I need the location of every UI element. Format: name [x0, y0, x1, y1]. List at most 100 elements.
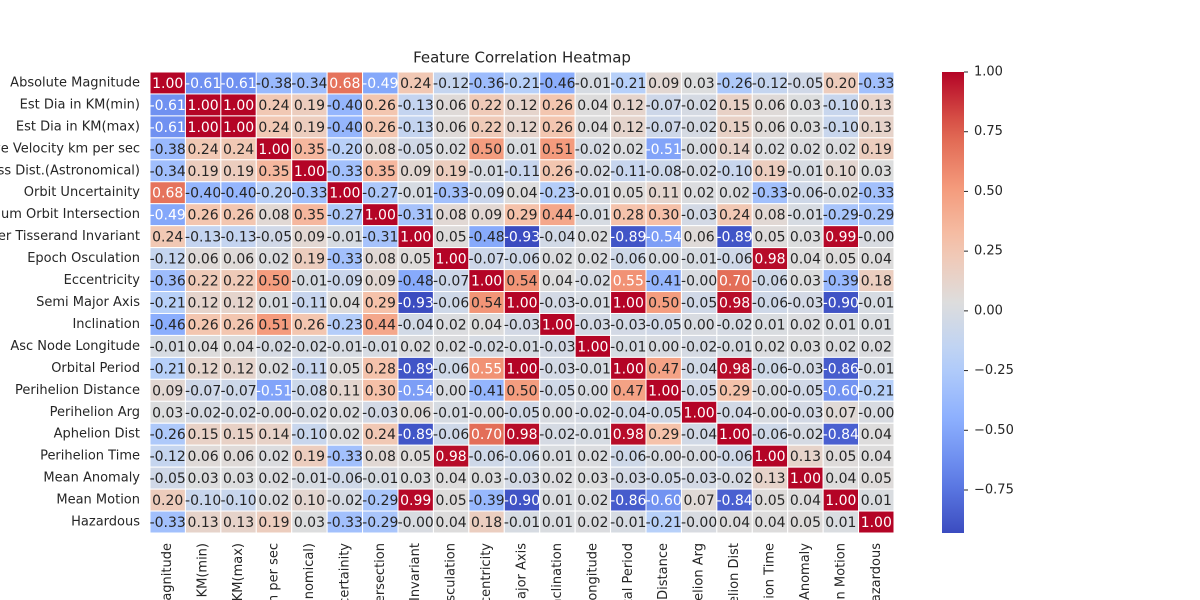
cell-label: -0.02 [575, 405, 611, 421]
cell-label: 0.02 [542, 252, 573, 268]
cell-label: 0.04 [436, 515, 467, 531]
cell-label: -0.09 [327, 274, 363, 290]
cell-label: -0.40 [327, 120, 363, 136]
y-tick-label: Inclination [72, 317, 140, 332]
x-tick-label: Miss Dist.(Astronomical) [302, 543, 317, 600]
cell-label: 1.00 [400, 230, 431, 246]
cell-label: -0.03 [610, 317, 646, 333]
cell-label: -0.03 [787, 296, 823, 312]
cell-label: 0.02 [613, 142, 644, 158]
cell-label: -0.01 [468, 164, 504, 180]
cell-label: -0.05 [539, 383, 575, 399]
cell-label: -0.60 [823, 383, 859, 399]
cell-label: -0.60 [646, 493, 682, 509]
cell-label: -0.01 [291, 471, 327, 487]
cell-label: 0.24 [258, 98, 289, 114]
cell-label: 0.00 [542, 405, 573, 421]
cell-label: 0.05 [400, 449, 431, 465]
cell-label: -0.01 [327, 230, 363, 246]
cell-label: -0.01 [787, 164, 823, 180]
cell-label: 1.00 [188, 98, 219, 114]
cell-label: 0.98 [719, 361, 750, 377]
cell-label: 0.29 [648, 427, 679, 443]
cell-label: 0.29 [365, 296, 396, 312]
cell-label: 0.03 [790, 274, 821, 290]
cell-label: -0.07 [220, 383, 256, 399]
cell-label: -0.33 [291, 186, 327, 202]
y-tick-label: Minimum Orbit Intersection [0, 207, 140, 222]
cell-label: 0.51 [258, 317, 289, 333]
cell-label: 0.04 [719, 515, 750, 531]
cell-label: 0.04 [825, 471, 856, 487]
cell-label: -0.33 [327, 164, 363, 180]
cell-label: -0.11 [291, 296, 327, 312]
cell-label: 0.15 [188, 427, 219, 443]
cell-label: -0.12 [433, 76, 469, 92]
cell-label: 0.04 [790, 252, 821, 268]
cell-label: -0.33 [327, 449, 363, 465]
cell-label: 1.00 [719, 427, 750, 443]
x-tick-label: Asc Node Longitude [585, 543, 600, 600]
cell-label: 0.50 [506, 383, 537, 399]
cell-label: 0.00 [648, 339, 679, 355]
cell-label: -0.33 [858, 76, 894, 92]
cell-label: -0.27 [327, 208, 363, 224]
cell-label: 0.04 [861, 427, 892, 443]
cell-label: -0.93 [398, 296, 434, 312]
cell-label: 1.00 [365, 208, 396, 224]
cell-label: -0.04 [539, 230, 575, 246]
cell-label: -0.11 [504, 164, 540, 180]
cell-label: 0.04 [861, 252, 892, 268]
colorbar-tick-label: −0.25 [974, 363, 1014, 378]
cell-label: -0.23 [539, 186, 575, 202]
cell-label: -0.01 [575, 427, 611, 443]
cell-label: 0.54 [506, 274, 537, 290]
cell-label: -0.33 [327, 252, 363, 268]
x-tick-label: Est Dia in KM(max) [231, 543, 246, 600]
cell-label: -0.10 [823, 98, 859, 114]
cell-label: -0.06 [433, 296, 469, 312]
cell-label: 0.68 [152, 186, 183, 202]
cell-label: 0.08 [436, 208, 467, 224]
cell-label: 0.12 [223, 361, 254, 377]
cell-label: 0.35 [258, 164, 289, 180]
cell-label: -0.54 [646, 230, 682, 246]
cell-label: 0.35 [294, 142, 325, 158]
cell-label: 0.24 [188, 142, 219, 158]
cell-label: 1.00 [648, 383, 679, 399]
cell-label: 0.06 [684, 230, 715, 246]
cell-label: 0.24 [400, 76, 431, 92]
cell-label: 0.24 [152, 230, 183, 246]
cell-label: -0.40 [327, 98, 363, 114]
cell-label: 0.22 [188, 274, 219, 290]
cell-label: 0.09 [365, 274, 396, 290]
cell-label: 0.50 [258, 274, 289, 290]
cell-label: -0.01 [504, 339, 540, 355]
cell-label: -0.08 [291, 383, 327, 399]
cell-label: -0.05 [681, 296, 717, 312]
cell-label: -0.01 [362, 471, 398, 487]
cell-label: -0.05 [787, 383, 823, 399]
cell-label: -0.90 [823, 296, 859, 312]
cell-label: 0.01 [506, 142, 537, 158]
cell-label: 0.22 [223, 274, 254, 290]
cell-label: 0.02 [577, 230, 608, 246]
cell-label: -0.00 [681, 515, 717, 531]
cell-label: 0.04 [861, 449, 892, 465]
cell-label: 0.01 [258, 296, 289, 312]
cell-label: -0.33 [433, 186, 469, 202]
cell-label: -0.02 [681, 98, 717, 114]
cell-label: 0.05 [825, 252, 856, 268]
cell-label: -0.20 [327, 142, 363, 158]
x-tick-label: Relative Velocity km per sec [267, 543, 282, 600]
cell-label: -0.48 [398, 274, 434, 290]
cell-label: -0.03 [504, 317, 540, 333]
cell-label: 1.00 [754, 449, 785, 465]
cell-label: 0.04 [754, 515, 785, 531]
cell-label: 0.09 [294, 230, 325, 246]
cell-label: 1.00 [506, 296, 537, 312]
cell-label: 0.01 [542, 493, 573, 509]
cell-label: -0.01 [150, 339, 186, 355]
cell-label: 0.98 [719, 296, 750, 312]
cell-label: 0.28 [613, 208, 644, 224]
